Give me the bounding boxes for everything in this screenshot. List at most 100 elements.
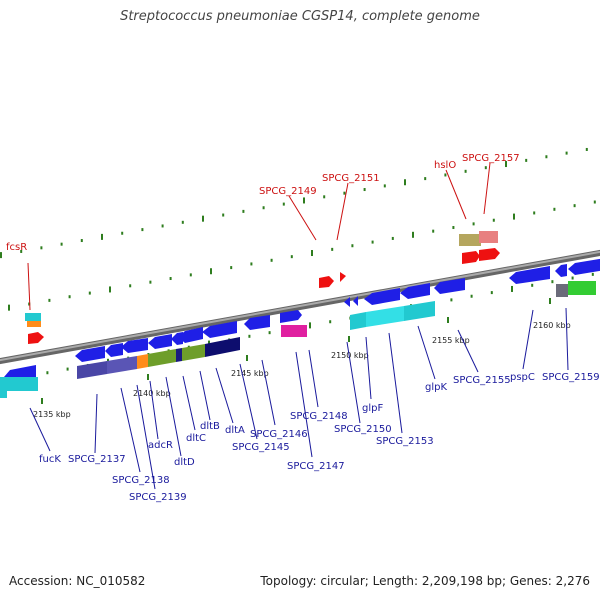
- gene-SPCG_2159-arrow-1[interactable]: [555, 264, 567, 277]
- gene-dltD-arrow[interactable]: [171, 332, 183, 345]
- track-tick: [28, 302, 31, 306]
- track-tick: [40, 246, 43, 250]
- gene-SPCG_2150-arrow[interactable]: [344, 297, 350, 307]
- gene-fcsR-feature-cyan[interactable]: [25, 313, 41, 321]
- gene-label-fucK[interactable]: fucK: [39, 454, 61, 465]
- feature-SPCG_2137-slate[interactable]: [77, 361, 107, 379]
- track-tick: [533, 211, 536, 215]
- gene-pspC-arrow[interactable]: [509, 266, 550, 284]
- track-tick: [88, 291, 91, 295]
- gene-SPCG_2148-arrow[interactable]: [280, 310, 302, 323]
- feature-dltD-olive[interactable]: [148, 349, 176, 367]
- gene-dltB-arrow[interactable]: [202, 321, 237, 338]
- gene-label-SPCG_2148[interactable]: SPCG_2148: [290, 411, 348, 422]
- gene-SPCG_2155-arrow[interactable]: [434, 278, 465, 294]
- gene-label-dltC[interactable]: dltC: [186, 433, 206, 444]
- track-tick: [432, 229, 435, 233]
- gene-SPCG_2151[interactable]: [340, 272, 346, 282]
- track-tick: [48, 298, 51, 302]
- gene-label-dltD[interactable]: dltD: [174, 457, 195, 468]
- gene-label-fcsR[interactable]: fcsR: [6, 242, 27, 253]
- feature-pspC-grey[interactable]: [556, 284, 568, 297]
- feature-dltA-navy[interactable]: [205, 337, 240, 357]
- gene-glpF-arrow[interactable]: [353, 296, 358, 306]
- gene-label-pspC[interactable]: pspC: [510, 372, 535, 383]
- gene-label-glpK[interactable]: glpK: [425, 382, 447, 393]
- gene-label-SPCG_2157[interactable]: SPCG_2157: [462, 153, 520, 164]
- gene-label-SPCG_2138[interactable]: SPCG_2138: [112, 475, 170, 486]
- gene-SPCG_2148-pink[interactable]: [281, 325, 307, 337]
- gene-SPCG_2139-arrow[interactable]: [121, 338, 148, 353]
- track-tick: [331, 247, 334, 251]
- gene-label-SPCG_2147[interactable]: SPCG_2147: [287, 461, 345, 472]
- feature-SPCG_2150-cyan[interactable]: [350, 312, 366, 330]
- gene-label-SPCG_2146[interactable]: SPCG_2146: [250, 429, 308, 440]
- feature-dltC-navy[interactable]: [176, 348, 182, 362]
- gene-SPCG_2137-arrow[interactable]: [75, 346, 105, 362]
- track-tick: [248, 334, 251, 338]
- gene-hslO-olive[interactable]: [459, 234, 481, 246]
- gene-SPCG_2157-salmon[interactable]: [479, 231, 498, 243]
- feature-SPCG_2159-green[interactable]: [568, 281, 596, 295]
- gene-label-adcR[interactable]: adcR: [148, 440, 173, 451]
- track-tick: [66, 367, 69, 371]
- gene-label-SPCG_2139[interactable]: SPCG_2139: [129, 492, 187, 503]
- track-tick: [383, 184, 386, 188]
- gene-label-SPCG_2149[interactable]: SPCG_2149: [259, 186, 317, 197]
- gene-label-SPCG_2153[interactable]: SPCG_2153: [376, 436, 434, 447]
- scale-tick-label: 2145 kbp: [231, 369, 269, 378]
- track-tick: [202, 215, 204, 222]
- gene-adcR-arrow[interactable]: [148, 334, 172, 349]
- feature-SPCG_2153-cyan[interactable]: [404, 301, 435, 321]
- feature-glpF-cyan[interactable]: [366, 306, 404, 327]
- gene-label-dltA[interactable]: dltA: [225, 425, 245, 436]
- gene-label-glpF[interactable]: glpF: [362, 403, 383, 414]
- gene-SPCG_2138-arrow[interactable]: [105, 343, 123, 357]
- gene-dltC-arrow[interactable]: [178, 327, 203, 343]
- track-tick: [531, 283, 534, 287]
- track-tick: [444, 173, 447, 177]
- track-tick: [329, 320, 332, 324]
- track-tick: [80, 239, 83, 243]
- gene-dltA-arrow[interactable]: [244, 315, 270, 330]
- feature-fucK-cyan-lower[interactable]: [0, 391, 7, 398]
- genome-summary: Topology: circular; Length: 2,209,198 bp…: [260, 574, 590, 588]
- track-tick: [0, 252, 2, 259]
- gene-label-SPCG_2145[interactable]: SPCG_2145: [232, 442, 290, 453]
- gene-label-dltB[interactable]: dltB: [200, 421, 220, 432]
- gene-label-SPCG_2155[interactable]: SPCG_2155: [453, 375, 511, 386]
- gene-glpK-arrow[interactable]: [400, 283, 430, 299]
- track-tick: [250, 262, 253, 266]
- gene-label-hslO[interactable]: hslO: [434, 160, 456, 171]
- track-tick: [371, 240, 374, 244]
- gene-fcsR[interactable]: [28, 332, 44, 344]
- track-tick: [323, 195, 326, 199]
- gene-SPCG_2157[interactable]: [479, 248, 500, 261]
- gene-SPCG_2159-arrow-2[interactable]: [568, 258, 600, 275]
- track-tick: [585, 147, 588, 151]
- track-tick: [290, 255, 293, 259]
- gene-hslO[interactable]: [462, 251, 480, 264]
- gene-SPCG_2149[interactable]: [319, 276, 334, 288]
- track-tick: [551, 280, 554, 284]
- gene-label-SPCG_2159[interactable]: SPCG_2159: [542, 372, 600, 383]
- feature-dltB-olive[interactable]: [182, 344, 205, 361]
- gene-labels-red: fcsR SPCG_2149 SPCG_2151 hslO SPCG_2157: [6, 153, 520, 253]
- feature-fucK-cyan[interactable]: [0, 377, 38, 391]
- gene-label-SPCG_2150[interactable]: SPCG_2150: [334, 424, 392, 435]
- gene-SPCG_2153-arrow[interactable]: [364, 288, 400, 305]
- track-tick: [20, 249, 23, 253]
- track-tick: [262, 206, 265, 210]
- gene-label-SPCG_2137[interactable]: SPCG_2137: [68, 454, 126, 465]
- track-tick: [553, 207, 556, 211]
- track-tick: [181, 220, 184, 224]
- track-tick: [511, 285, 513, 292]
- genome-backbone: [0, 249, 600, 365]
- gene-label-SPCG_2151[interactable]: SPCG_2151: [322, 173, 380, 184]
- track-tick: [46, 371, 49, 375]
- gene-fcsR-feature-orange[interactable]: [27, 321, 41, 327]
- feature-SPCG_2138-slate[interactable]: [107, 356, 137, 374]
- feature-SPCG_2139-orange[interactable]: [137, 354, 148, 369]
- track-tick: [565, 151, 568, 155]
